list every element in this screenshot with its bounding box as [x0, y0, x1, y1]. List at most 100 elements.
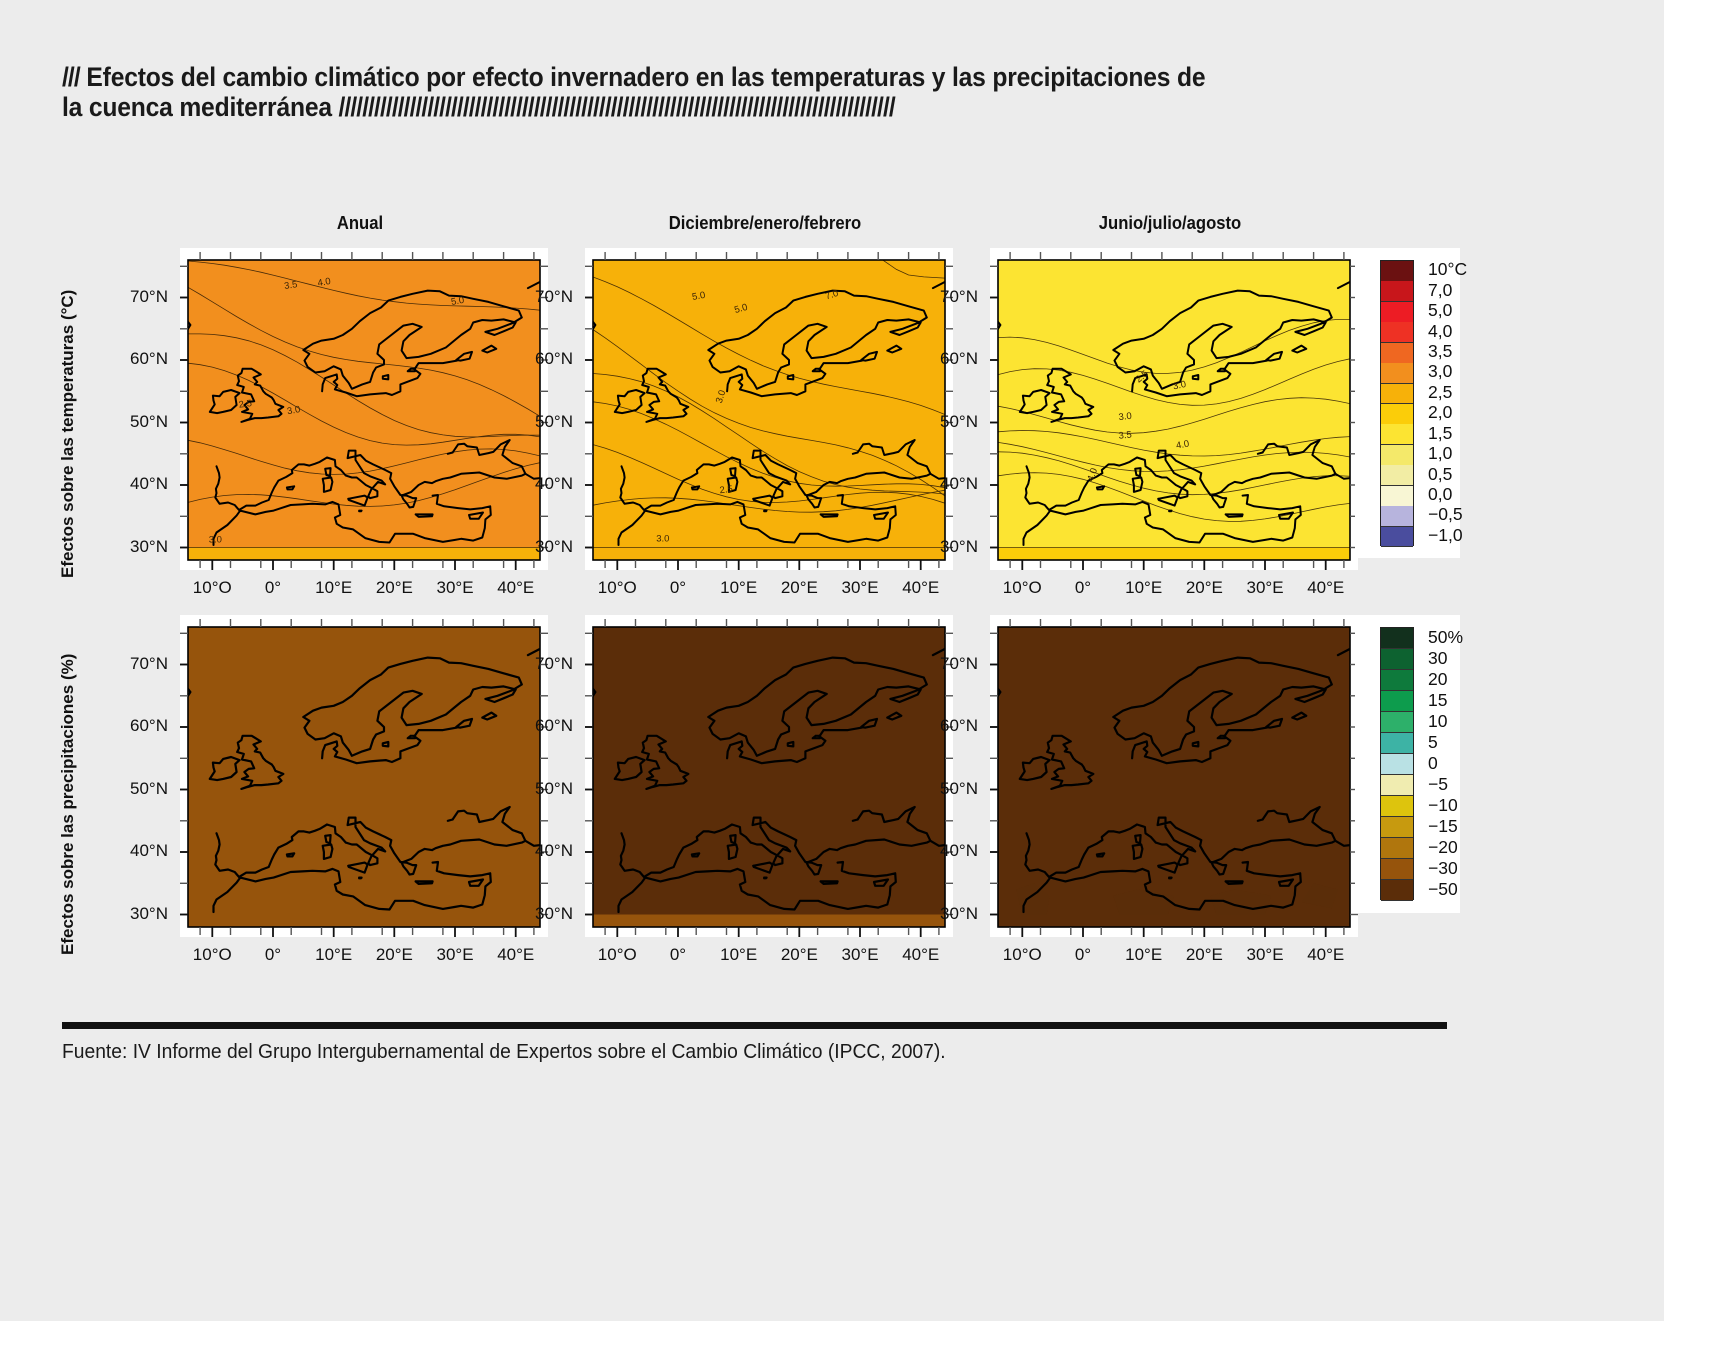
lon-tick-label: 10°O — [192, 945, 232, 964]
lat-tick-label: 30°N — [940, 903, 978, 923]
title-line-2: la cuenca mediterránea /////////////////… — [62, 92, 1345, 122]
colorbar-swatch — [1381, 506, 1413, 527]
lon-tick-label: 10°E — [720, 578, 758, 597]
page-gutter-bottom — [0, 1321, 1716, 1367]
colorbar-swatch — [1381, 796, 1413, 818]
contour-label: 5.0 — [733, 302, 749, 316]
colorbar-precipitation-card — [1355, 615, 1460, 913]
lon-tick-label: 10°O — [597, 578, 637, 597]
colorbar-tick-label: −30 — [1428, 857, 1458, 878]
colorbar-tick-label: 3,5 — [1428, 340, 1453, 361]
lon-tick-label: 30°E — [436, 578, 474, 597]
lon-tick-label: 10°O — [192, 578, 232, 597]
lat-tick-label: 60°N — [130, 349, 168, 368]
source-note: Fuente: IV Informe del Grupo Intergubern… — [62, 1040, 946, 1063]
lon-tick-label: 30°E — [841, 945, 879, 964]
colorbar-swatch — [1381, 383, 1413, 405]
colorbar-swatch — [1381, 465, 1413, 487]
contour-label: 3.0 — [1118, 411, 1132, 423]
lon-tick-label: 20°E — [1185, 578, 1223, 597]
lon-tick-label: 0° — [669, 945, 687, 964]
lat-tick-label: 30°N — [535, 903, 573, 923]
map-panel-precipitation-0 — [180, 615, 548, 937]
title-text-2: la cuenca mediterránea — [62, 92, 332, 122]
lon-tick-label: 10°E — [1125, 578, 1163, 597]
lat-tick-label: 50°N — [535, 778, 573, 798]
lat-tick-label: 70°N — [940, 653, 978, 673]
colorbar-swatch — [1381, 342, 1413, 364]
lon-tick-label: 10°E — [1125, 945, 1163, 964]
colorbar-tick-label: −50 — [1428, 878, 1458, 899]
lon-tick-label: 10°O — [1002, 945, 1042, 964]
map-panel-precipitation-2 — [990, 615, 1358, 937]
colorbar-swatch — [1381, 649, 1413, 671]
lon-tick-label: 0° — [264, 578, 282, 597]
lon-tick-label: 20°E — [780, 578, 818, 597]
lat-tick-label: 70°N — [130, 286, 168, 306]
panel-title-verano: Junio/julio/agosto — [1098, 212, 1242, 233]
lon-tick-label: 20°E — [780, 945, 818, 964]
lat-tick-label: 30°N — [130, 536, 168, 556]
lon-tick-label: 10°E — [720, 945, 758, 964]
contour-label: 3.0 — [656, 533, 669, 544]
map-panel-temperature-0: 3.5 4.0 5.0 2.5 3.0 3.0 — [180, 248, 548, 570]
contour-label: 5.0 — [691, 290, 706, 303]
lon-tick-label: 10°E — [315, 578, 353, 597]
colorbar-swatch — [1381, 322, 1413, 344]
lat-tick-label: 60°N — [535, 349, 573, 368]
lat-tick-label: 40°N — [535, 474, 573, 493]
lat-tick-label: 70°N — [940, 286, 978, 306]
colorbar-swatch — [1381, 712, 1413, 734]
colorbar-tick-label: 10 — [1428, 710, 1448, 731]
lat-tick-label: 50°N — [130, 778, 168, 798]
lat-tick-label: 30°N — [535, 536, 573, 556]
lon-tick-label: 20°E — [1185, 945, 1223, 964]
colorbar-swatch — [1381, 301, 1413, 323]
colorbar-tick-label: −15 — [1428, 815, 1458, 836]
colorbar-precipitation — [1380, 627, 1414, 902]
map-panel-temperature-1: 2.5 3.0 3.0 5.0 5.0 7.0 — [585, 248, 953, 570]
row-label-precipitation: Efectos sobre las precipitaciones (%) — [58, 653, 77, 955]
map-svg — [990, 619, 1358, 937]
contour-label: 3.5 — [284, 279, 299, 292]
lon-tick-label: 30°E — [1246, 945, 1284, 964]
colorbar-swatch — [1381, 444, 1413, 466]
colorbar-swatch — [1381, 838, 1413, 860]
page-gutter-right — [1664, 0, 1716, 1367]
title-slash-prefix: /// — [62, 62, 81, 92]
lon-tick-label: 0° — [1074, 945, 1092, 964]
panel-title-anual: Anual — [336, 212, 384, 233]
contour-label: 3.0 — [1172, 379, 1187, 393]
lat-tick-label: 50°N — [940, 411, 978, 431]
colorbar-swatch — [1381, 404, 1413, 425]
lat-tick-label: 30°N — [940, 536, 978, 556]
colorbar-swatch — [1381, 691, 1413, 713]
lon-tick-label: 10°O — [597, 945, 637, 964]
colorbar-swatch — [1381, 670, 1413, 692]
lon-tick-label: 20°E — [375, 578, 413, 597]
colorbar-tick-label: 10°C — [1428, 259, 1468, 280]
lat-tick-label: 60°N — [130, 716, 168, 735]
lon-tick-label: 10°E — [315, 945, 353, 964]
colorbar-tick-label: 50% — [1428, 626, 1464, 647]
colorbar-swatch — [1381, 261, 1413, 282]
lon-tick-label: 30°E — [841, 578, 879, 597]
colorbar-swatch — [1381, 880, 1413, 902]
colorbar-swatch — [1381, 733, 1413, 755]
contour-label: 5.0 — [450, 295, 465, 308]
colorbar-swatch — [1381, 859, 1413, 881]
colorbar-tick-label: 5 — [1428, 731, 1438, 752]
colorbar-temperature — [1380, 260, 1414, 548]
lat-tick-label: 30°N — [130, 903, 168, 923]
colorbar-tick-label: 0 — [1428, 752, 1438, 773]
lon-tick-label: 40°E — [902, 578, 940, 597]
lat-tick-label: 40°N — [130, 474, 168, 493]
colorbar-swatch — [1381, 628, 1413, 650]
colorbar-tick-label: 5,0 — [1428, 300, 1453, 321]
colorbar-swatch — [1381, 363, 1413, 384]
contour-label: 4.0 — [317, 276, 332, 289]
row-label-temperature: Efectos sobre las temperaturas (°C) — [58, 289, 77, 578]
lat-tick-label: 40°N — [535, 841, 573, 860]
lat-tick-label: 70°N — [130, 653, 168, 673]
